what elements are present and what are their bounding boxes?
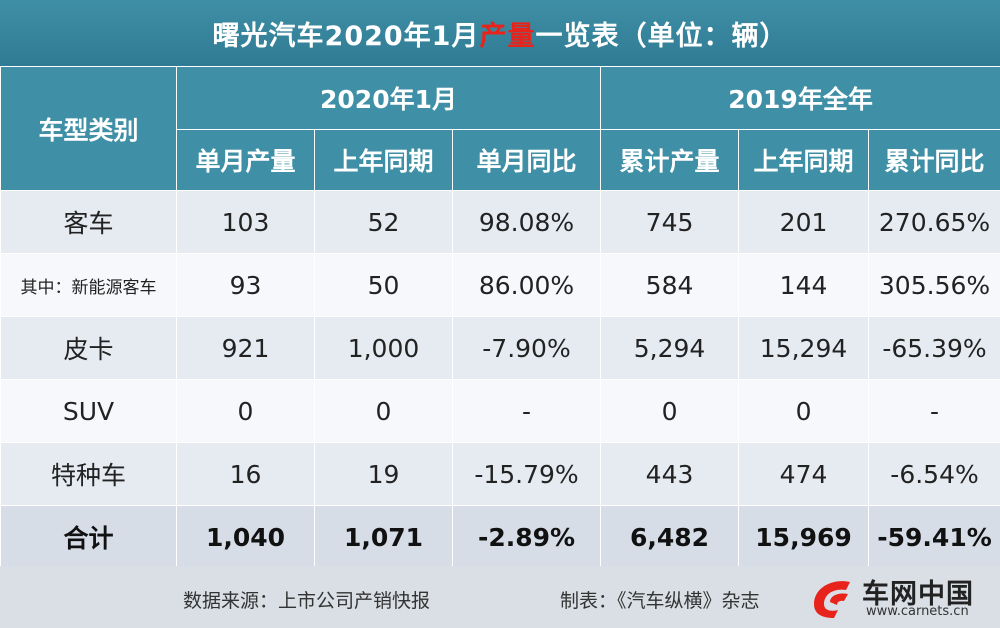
table-cell: 5,294: [600, 316, 740, 380]
table-cell: 305.56%: [868, 253, 1000, 317]
table-cell-negative: -7.90%: [451, 316, 602, 380]
total-cell: 1,040: [176, 505, 315, 569]
total-cell: 6,482: [600, 505, 740, 569]
row-label: 特种车: [0, 442, 177, 506]
table-cell: 19: [314, 442, 453, 506]
table-cell: 745: [600, 190, 740, 254]
title-highlight: 产量: [479, 20, 536, 52]
row-label: 其中：新能源客车: [0, 253, 177, 317]
table-cell-negative: -15.79%: [451, 442, 602, 506]
header-group-month: 2020年1月: [175, 66, 602, 130]
row-label: 皮卡: [0, 316, 177, 380]
data-source-note: 数据来源：上市公司产销快报: [183, 590, 431, 612]
total-cell-negative: -2.89%: [451, 505, 602, 569]
page-title: 曙光汽车2020年1月 产量 一览表（单位：辆）: [0, 0, 1000, 66]
table-cell: 443: [600, 442, 740, 506]
total-cell: 1,071: [314, 505, 453, 569]
total-row: 合计 1,040 1,071 -2.89% 6,482 15,969 -59.4…: [0, 505, 1000, 569]
table-cell: 103: [176, 190, 315, 254]
row-label: 客车: [0, 190, 177, 254]
logo-name: 车网中国: [862, 579, 974, 610]
table-cell: 0: [738, 379, 870, 443]
table-maker-note: 制表：《汽车纵横》杂志: [560, 590, 760, 612]
table-cell: 98.08%: [451, 190, 602, 254]
title-suffix: 一览表（单位：辆）: [535, 20, 788, 52]
table-cell: 0: [314, 379, 453, 443]
header-col-month-yoy: 单月同比: [451, 129, 602, 191]
table-cell: 144: [738, 253, 870, 317]
carnets-logo: 车网中国 www.carnets.cn: [808, 570, 998, 626]
table-cell: 201: [738, 190, 870, 254]
table-cell: 584: [600, 253, 740, 317]
table-cell: 0: [176, 379, 315, 443]
table-row: 其中：新能源客车 93 50 86.00% 584 144 305.56%: [0, 253, 1000, 317]
total-label: 合计: [0, 505, 177, 569]
row-label: SUV: [0, 379, 177, 443]
carnets-logo-icon: [814, 581, 850, 618]
header-col-cum-prior: 上年同期: [738, 129, 870, 191]
title-prefix: 曙光汽车2020年1月: [212, 20, 480, 52]
table-cell: 50: [314, 253, 453, 317]
total-cell: 15,969: [738, 505, 870, 569]
logo-url: www.carnets.cn: [866, 604, 969, 619]
table-row: 客车 103 52 98.08% 745 201 270.65%: [0, 190, 1000, 254]
table-row: 特种车 16 19 -15.79% 443 474 -6.54%: [0, 442, 1000, 506]
table-row: 皮卡 921 1,000 -7.90% 5,294 15,294 -65.39%: [0, 316, 1000, 380]
header-col-cum-yoy: 累计同比: [868, 129, 1000, 191]
table-cell-negative: -65.39%: [868, 316, 1000, 380]
table-cell: 15,294: [738, 316, 870, 380]
table-cell: 270.65%: [868, 190, 1000, 254]
header-col-month-prior: 上年同期: [314, 129, 453, 191]
production-table: 车型类别 2020年1月 2019年全年 单月产量 上年同期 单月同比 累计产量…: [0, 66, 1000, 569]
table-cell: 52: [314, 190, 453, 254]
table-cell: 93: [176, 253, 315, 317]
header-group-year: 2019年全年: [600, 66, 1000, 130]
table-cell: 921: [176, 316, 315, 380]
table-cell: 86.00%: [451, 253, 602, 317]
header-category: 车型类别: [0, 66, 177, 191]
table-cell: -: [451, 379, 602, 443]
table-cell: -: [868, 379, 1000, 443]
table-cell: 16: [176, 442, 315, 506]
table-cell: 474: [738, 442, 870, 506]
table-cell: 0: [600, 379, 740, 443]
table-row: SUV 0 0 - 0 0 -: [0, 379, 1000, 443]
header-col-cum-output: 累计产量: [600, 129, 740, 191]
header-col-month-output: 单月产量: [176, 129, 315, 191]
table-cell-negative: -6.54%: [868, 442, 1000, 506]
table-cell: 1,000: [314, 316, 453, 380]
total-cell-negative: -59.41%: [868, 505, 1000, 569]
